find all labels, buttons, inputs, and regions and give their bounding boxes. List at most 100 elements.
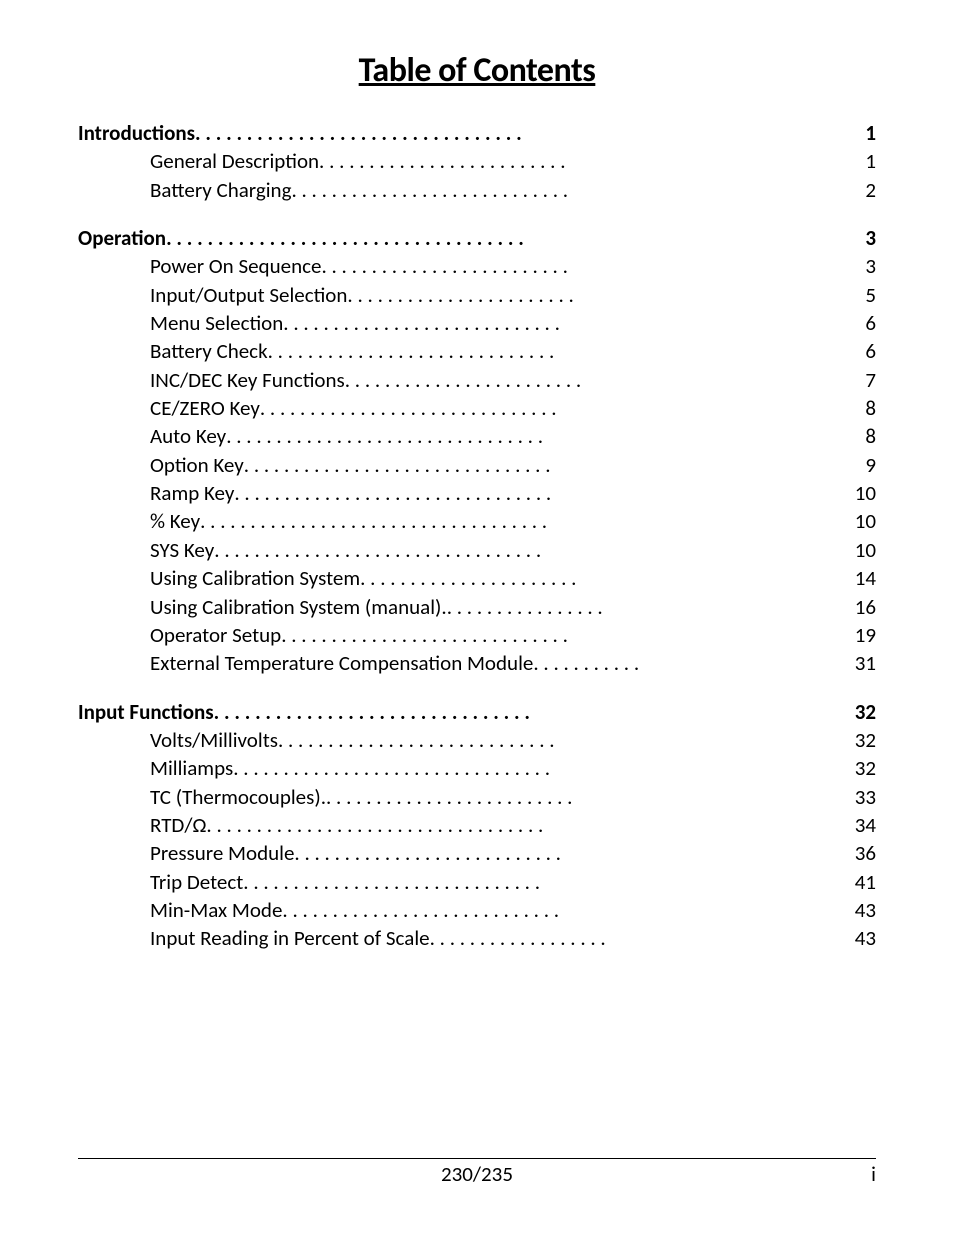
toc-dots: . . . . . . . . . . . . . . . . . . . . … bbox=[243, 868, 854, 896]
toc-sub-page: 1 bbox=[865, 147, 876, 175]
section-gap bbox=[78, 204, 876, 224]
toc-sub-page: 14 bbox=[855, 564, 876, 592]
toc-sub-label: Input/Output Selection bbox=[150, 281, 347, 309]
toc-sub-row: Battery Charging . . . . . . . . . . . .… bbox=[150, 176, 876, 204]
toc-sub-row: Battery Check . . . . . . . . . . . . . … bbox=[150, 337, 876, 365]
toc-sub-page: 32 bbox=[855, 754, 876, 782]
toc-sub-label: Milliamps bbox=[150, 754, 233, 782]
toc-sub-label: Using Calibration System (manual). bbox=[150, 593, 447, 621]
toc-dots: . . . . . . . . . . . . . . . . . . . . … bbox=[260, 394, 865, 422]
toc-dots: . . . . . . . . . . . . . . . . . . . . … bbox=[206, 811, 854, 839]
toc-dots: . . . . . . . . . . . . . . . . . . . . … bbox=[294, 839, 854, 867]
footer-line: 230/235 i bbox=[78, 1158, 876, 1187]
toc-sub-page: 6 bbox=[865, 309, 876, 337]
toc-sub-label: Battery Check bbox=[150, 337, 268, 365]
toc-sub-row: Volts/Millivolts . . . . . . . . . . . .… bbox=[150, 726, 876, 754]
toc-sub-page: 31 bbox=[855, 649, 876, 677]
toc-sub-label: Ramp Key bbox=[150, 479, 234, 507]
toc-sub-label: % Key bbox=[150, 507, 200, 535]
toc-sub-label: Operator Setup bbox=[150, 621, 281, 649]
toc-sub-page: 8 bbox=[865, 394, 876, 422]
toc-sub-page: 10 bbox=[855, 507, 876, 535]
page: Table of Contents Introductions . . . . … bbox=[0, 0, 954, 1235]
toc-sub-row: External Temperature Compensation Module… bbox=[150, 649, 876, 677]
toc-dots: . . . . . . . . . . . . . . . . . . . . … bbox=[244, 451, 866, 479]
toc-sub-label: Auto Key bbox=[150, 422, 226, 450]
toc-section-head: Input Functions . . . . . . . . . . . . … bbox=[78, 698, 876, 726]
toc-sub-page: 19 bbox=[855, 621, 876, 649]
page-title: Table of Contents bbox=[78, 50, 876, 91]
toc-dots: . . . . . . . . . . . . . . . . . . . . … bbox=[226, 422, 865, 450]
toc-sub-row: Power On Sequence . . . . . . . . . . . … bbox=[150, 252, 876, 280]
toc-sub-page: 2 bbox=[865, 176, 876, 204]
toc-sub-label: Battery Charging bbox=[150, 176, 291, 204]
toc-sub-label: Min-Max Mode bbox=[150, 896, 282, 924]
toc-sub-label: Input Reading in Percent of Scale bbox=[150, 924, 430, 952]
toc-head-page: 32 bbox=[855, 698, 876, 726]
toc-sub-page: 32 bbox=[855, 726, 876, 754]
toc-sub-page: 34 bbox=[855, 811, 876, 839]
toc-sub-row: Milliamps . . . . . . . . . . . . . . . … bbox=[150, 754, 876, 782]
toc-sub-row: Using Calibration System (manual). . . .… bbox=[150, 593, 876, 621]
toc-sub-page: 43 bbox=[855, 896, 876, 924]
toc-dots: . . . . . . . . . . . . . . . . . . . . … bbox=[233, 754, 854, 782]
toc-sub-label: TC (Thermocouples). bbox=[150, 783, 326, 811]
toc-sub-row: INC/DEC Key Functions . . . . . . . . . … bbox=[150, 366, 876, 394]
toc-dots: . . . . . . . . . . . . . . . . . . . . … bbox=[360, 564, 855, 592]
toc-dots: . . . . . . . . . . . . . . . . . . . . … bbox=[347, 281, 865, 309]
toc-sub-page: 10 bbox=[855, 536, 876, 564]
toc-sub-label: Pressure Module bbox=[150, 839, 294, 867]
toc-sub-row: Input Reading in Percent of Scale . . . … bbox=[150, 924, 876, 952]
toc-dots: . . . . . . . . . . . . . . . . . . . . … bbox=[281, 621, 855, 649]
toc-sub-row: Option Key . . . . . . . . . . . . . . .… bbox=[150, 451, 876, 479]
toc-sub-page: 41 bbox=[855, 868, 876, 896]
toc-head-label: Input Functions bbox=[78, 698, 214, 726]
toc-sub-row: TC (Thermocouples). . . . . . . . . . . … bbox=[150, 783, 876, 811]
toc-sub-row: Min-Max Mode . . . . . . . . . . . . . .… bbox=[150, 896, 876, 924]
toc-sub-label: Option Key bbox=[150, 451, 244, 479]
toc-sub-row: RTD/Ω . . . . . . . . . . . . . . . . . … bbox=[150, 811, 876, 839]
toc-sub-row: General Description . . . . . . . . . . … bbox=[150, 147, 876, 175]
toc-sub-page: 43 bbox=[855, 924, 876, 952]
toc-sub-label: Menu Selection bbox=[150, 309, 283, 337]
toc-dots: . . . . . . . . . . . . . . . . . . . . … bbox=[345, 366, 866, 394]
toc-head-label: Introductions bbox=[78, 119, 195, 147]
toc-sub-label: Power On Sequence bbox=[150, 252, 321, 280]
toc-sub-label: CE/ZERO Key bbox=[150, 394, 260, 422]
toc-dots: . . . . . . . . . . . . . . . . . . . . … bbox=[278, 726, 855, 754]
toc-sub-label: Trip Detect bbox=[150, 868, 243, 896]
toc-sub-page: 8 bbox=[865, 422, 876, 450]
toc-sub-row: Using Calibration System . . . . . . . .… bbox=[150, 564, 876, 592]
toc-sub-row: Pressure Module . . . . . . . . . . . . … bbox=[150, 839, 876, 867]
page-footer: 230/235 i bbox=[78, 1158, 876, 1187]
toc-dots: . . . . . . . . . . . . . . . . . . . . … bbox=[283, 309, 865, 337]
toc-section-head: Operation . . . . . . . . . . . . . . . … bbox=[78, 224, 876, 252]
toc-sub-page: 36 bbox=[855, 839, 876, 867]
toc-sub-row: Input/Output Selection . . . . . . . . .… bbox=[150, 281, 876, 309]
toc-dots: . . . . . . . . . . . . . . . . bbox=[447, 593, 855, 621]
toc-sub-page: 10 bbox=[855, 479, 876, 507]
toc-dots: . . . . . . . . . . . . . . . . . . . . … bbox=[195, 119, 865, 147]
toc-head-page: 3 bbox=[865, 224, 876, 252]
toc-dots: . . . . . . . . . . . . . . . . . . . . … bbox=[166, 224, 865, 252]
toc-sub-row: Auto Key . . . . . . . . . . . . . . . .… bbox=[150, 422, 876, 450]
toc-sub-label: SYS Key bbox=[150, 536, 214, 564]
toc-sub-row: Menu Selection . . . . . . . . . . . . .… bbox=[150, 309, 876, 337]
toc-head-label: Operation bbox=[78, 224, 166, 252]
toc-sub-row: Ramp Key . . . . . . . . . . . . . . . .… bbox=[150, 479, 876, 507]
toc-sub-row: CE/ZERO Key . . . . . . . . . . . . . . … bbox=[150, 394, 876, 422]
toc-dots: . . . . . . . . . . . . . . . . . . . . … bbox=[291, 176, 865, 204]
toc-sub-row: Trip Detect . . . . . . . . . . . . . . … bbox=[150, 868, 876, 896]
toc-sub-label: Using Calibration System bbox=[150, 564, 360, 592]
toc-dots: . . . . . . . . . . . . . . . . . . . . … bbox=[282, 896, 854, 924]
toc-dots: . . . . . . . . . . . . . . . . . . . . … bbox=[319, 147, 865, 175]
toc-sub-label: General Description bbox=[150, 147, 319, 175]
toc-head-page: 1 bbox=[865, 119, 876, 147]
toc-dots: . . . . . . . . . . . . . . . . . . . . … bbox=[214, 698, 855, 726]
section-gap bbox=[78, 678, 876, 698]
toc-dots: . . . . . . . . . . . . . . . . . . . . … bbox=[268, 337, 866, 365]
toc-dots: . . . . . . . . . . . bbox=[533, 649, 854, 677]
toc-sub-page: 9 bbox=[865, 451, 876, 479]
toc-dots: . . . . . . . . . . . . . . . . . . bbox=[430, 924, 855, 952]
toc-sub-row: SYS Key . . . . . . . . . . . . . . . . … bbox=[150, 536, 876, 564]
